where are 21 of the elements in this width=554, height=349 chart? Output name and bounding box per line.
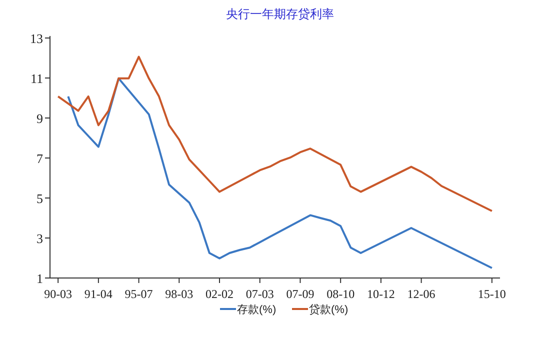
y-tick-label: 13: [30, 31, 43, 46]
x-tick-label: 91-04: [84, 287, 112, 301]
y-tick-label: 5: [36, 191, 43, 206]
x-tick-label: 90-03: [44, 287, 72, 301]
x-tick-label: 07-03: [246, 287, 274, 301]
y-tick-label: 1: [36, 271, 43, 286]
legend-label: 贷款(%): [309, 303, 348, 316]
x-tick-label: 12-06: [407, 287, 436, 301]
chart-title: 央行一年期存贷利率: [226, 7, 334, 21]
legend-label: 存款(%): [237, 304, 276, 316]
y-tick-label: 9: [36, 111, 43, 126]
y-tick-label: 7: [36, 151, 44, 166]
x-tick-label: 15-10: [478, 287, 506, 301]
x-tick-label: 08-10: [326, 287, 355, 301]
x-tick-label: 02-02: [206, 287, 234, 301]
y-tick-label: 11: [30, 71, 43, 86]
x-tick-label: 10-12: [366, 287, 395, 301]
x-tick-label: 95-07: [124, 287, 153, 301]
x-tick-label: 98-03: [165, 287, 194, 301]
y-tick-label: 3: [36, 231, 43, 246]
x-tick-label: 07-09: [286, 287, 314, 301]
